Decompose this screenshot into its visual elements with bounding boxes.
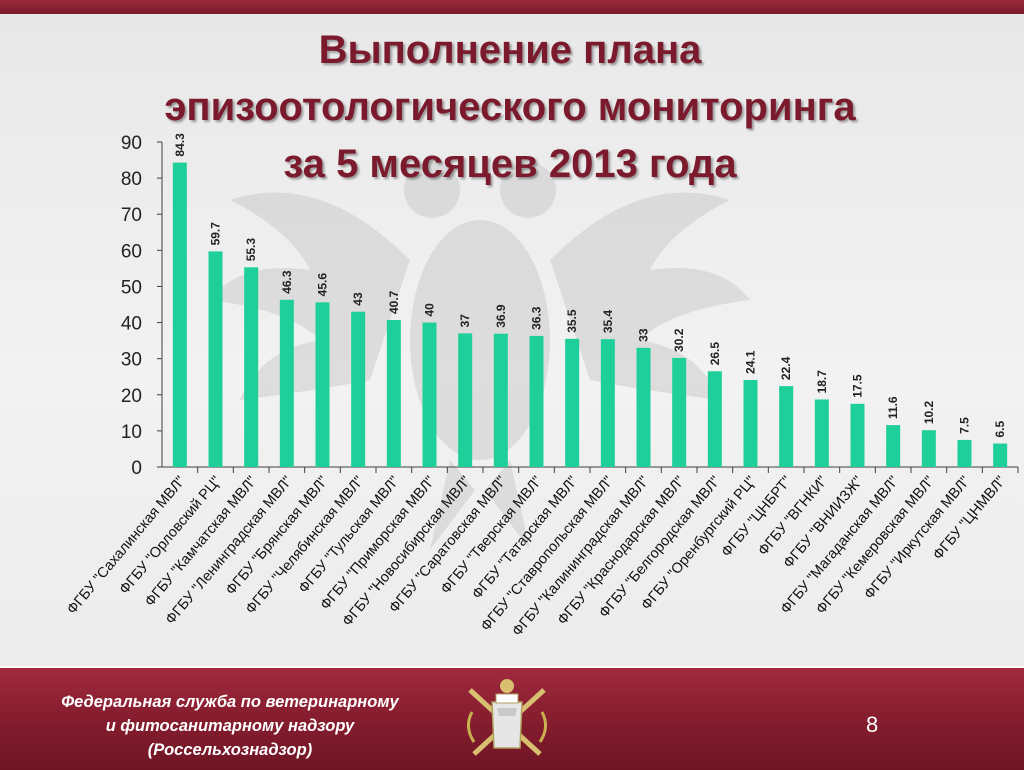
data-label: 46.3 [280,270,294,294]
footer-line: Федеральная служба по ветеринарному [61,693,399,711]
data-label: 45.6 [316,273,330,297]
y-tick-label: 30 [121,350,142,371]
data-label: 18.7 [815,370,829,394]
y-tick-label: 90 [121,133,142,154]
chart-bar [529,335,544,467]
chart-bar [422,322,437,467]
chart-bar [814,399,829,467]
data-label: 24.1 [744,350,758,374]
chart-bar [351,311,366,467]
data-label: 55.3 [244,238,258,262]
footer-organization: Федеральная служба по ветеринарному и фи… [20,690,440,762]
y-tick-label: 60 [121,241,142,262]
top-accent-bar [0,0,1024,14]
data-label: 6.5 [993,421,1007,438]
title-line: за 5 месяцев 2013 года [283,142,737,186]
data-label: 36.9 [494,304,508,328]
y-tick-label: 50 [121,277,142,298]
chart-bar [921,430,936,467]
y-tick-label: 10 [121,422,142,443]
chart-bar [993,443,1008,467]
data-label: 10.2 [922,400,936,424]
data-label: 37 [458,314,472,328]
data-label: 84.3 [173,133,187,157]
data-label: 17.5 [851,374,865,398]
data-label: 36.3 [530,306,544,330]
data-label: 30.2 [672,328,686,352]
data-label: 35.4 [601,309,615,333]
chart-bar [458,333,473,467]
chart-bar [493,333,508,467]
chart-bar [850,403,865,467]
chart-bar [315,302,330,467]
data-label: 11.6 [886,396,900,419]
data-label: 40 [423,303,437,317]
chart-bar [707,371,722,467]
title-line: Выполнение плана [318,28,702,72]
chart-bar [208,251,223,467]
data-label: 33 [637,328,651,342]
data-label: 7.5 [958,417,972,434]
data-label: 43 [351,292,365,306]
chart-bar [565,338,580,467]
page-number: 8 [866,712,879,737]
slide-title: Выполнение плана эпизоотологического мон… [60,22,960,193]
data-label: 35.5 [565,309,579,333]
footer-line: и фитосанитарному надзору [105,717,355,735]
chart-bar [279,299,294,467]
y-tick-label: 0 [131,458,142,479]
chart-bar [636,347,651,467]
y-tick-label: 40 [121,314,142,335]
rosselkhoznadzor-emblem-icon [467,679,547,756]
footer-line: (Россельхознадзор) [147,741,313,759]
chart-bar [779,386,794,467]
title-line: эпизоотологического мониторинга [164,85,856,129]
chart-bar [886,425,901,467]
chart-bar [172,162,187,468]
y-tick-label: 80 [121,169,142,190]
data-label: 59.7 [209,222,223,246]
chart-bar [386,320,401,467]
data-label: 22.4 [779,356,793,380]
data-label: 26.5 [708,342,722,366]
chart-bar [743,379,758,467]
y-tick-label: 20 [121,386,142,407]
chart-bar [600,339,615,467]
y-tick-label: 70 [121,205,142,226]
chart-bar [672,357,687,467]
chart-bar [244,267,259,467]
chart-bar [957,439,972,467]
data-label: 40.7 [387,290,401,314]
double-headed-eagle-icon [210,162,750,550]
